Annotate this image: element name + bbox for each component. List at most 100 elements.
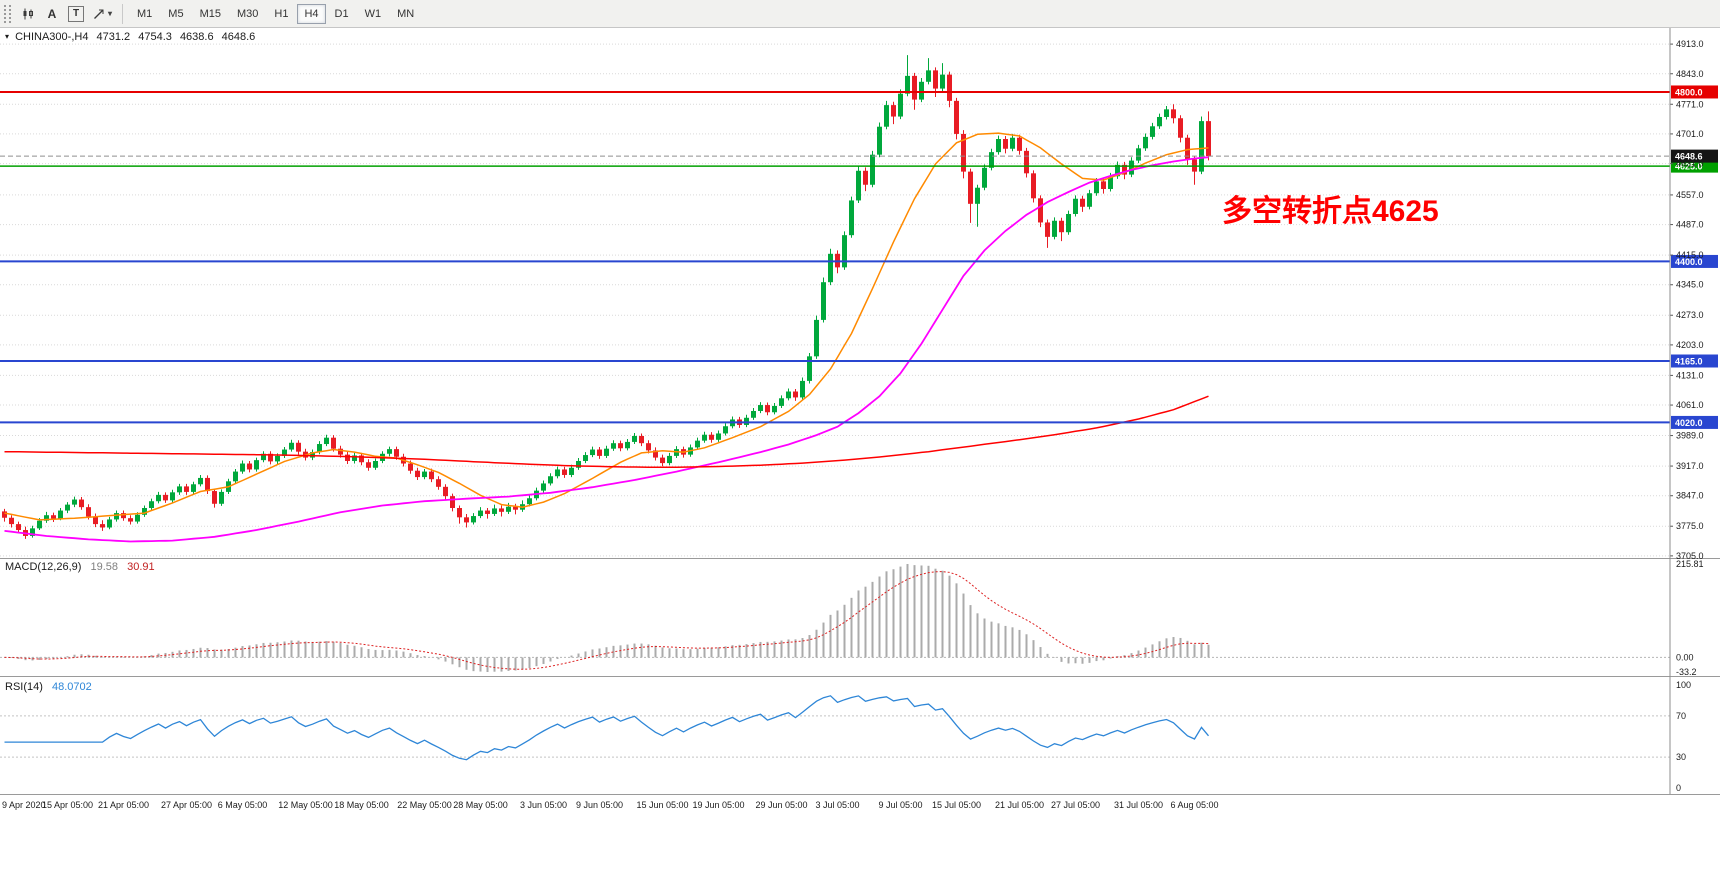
svg-text:4625.0: 4625.0	[1675, 162, 1703, 172]
svg-text:18 May 05:00: 18 May 05:00	[334, 800, 389, 810]
timeframe-button-m30[interactable]: M30	[230, 4, 265, 24]
shapes-tool-button[interactable]: ▾	[88, 3, 116, 25]
timeframe-button-m15[interactable]: M15	[193, 4, 228, 24]
text-label-tool-button[interactable]: A	[40, 3, 64, 25]
timeframe-button-h4[interactable]: H4	[297, 3, 326, 24]
svg-text:27 Jul 05:00: 27 Jul 05:00	[1051, 800, 1100, 810]
svg-text:4701.0: 4701.0	[1676, 129, 1704, 139]
svg-text:6 Aug 05:00: 6 Aug 05:00	[1170, 800, 1218, 810]
svg-text:4843.0: 4843.0	[1676, 69, 1704, 79]
price-tag	[1671, 415, 1718, 429]
svg-text:4415.0: 4415.0	[1676, 250, 1704, 260]
svg-text:3917.0: 3917.0	[1676, 461, 1704, 471]
svg-text:22 May 05:00: 22 May 05:00	[397, 800, 452, 810]
timeframe-button-m5[interactable]: M5	[161, 4, 190, 24]
macd-name: MACD(12,26,9)	[5, 561, 82, 573]
svg-text:4165.0: 4165.0	[1675, 356, 1703, 366]
svg-text:4020.0: 4020.0	[1675, 418, 1703, 428]
svg-text:4345.0: 4345.0	[1676, 280, 1704, 290]
svg-text:70: 70	[1676, 711, 1686, 721]
macd-main-value: 19.58	[90, 561, 119, 573]
svg-text:4273.0: 4273.0	[1676, 310, 1704, 320]
timeframe-button-m1[interactable]: M1	[130, 4, 159, 24]
timeframe-group: M1 M5 M15 M30 H1 H4 D1 W1 MN	[129, 3, 422, 24]
symbol-marker-icon[interactable]: ▾	[5, 32, 10, 41]
svg-text:4913.0: 4913.0	[1676, 39, 1704, 49]
svg-text:9 Apr 2020: 9 Apr 2020	[2, 800, 46, 810]
svg-text:15 Jun 05:00: 15 Jun 05:00	[636, 800, 688, 810]
text-box-icon: T	[68, 5, 84, 22]
svg-text:9 Jun 05:00: 9 Jun 05:00	[576, 800, 623, 810]
svg-text:3705.0: 3705.0	[1676, 551, 1704, 561]
svg-text:-33.2: -33.2	[1676, 667, 1697, 677]
svg-text:4557.0: 4557.0	[1676, 190, 1704, 200]
ohlc-close-value: 4648.6	[221, 31, 256, 43]
svg-text:19 Jun 05:00: 19 Jun 05:00	[692, 800, 744, 810]
svg-text:4631.0: 4631.0	[1676, 159, 1704, 169]
svg-text:9 Jul 05:00: 9 Jul 05:00	[878, 800, 922, 810]
moving-average-lines	[4, 132, 1209, 543]
svg-text:31 Jul 05:00: 31 Jul 05:00	[1114, 800, 1163, 810]
svg-text:15 Apr 05:00: 15 Apr 05:00	[42, 800, 93, 810]
ohlc-open-value: 4731.2	[96, 31, 131, 43]
svg-text:0: 0	[1676, 783, 1681, 793]
symbol-ohlc-readout: ▾ CHINA300-,H4 4731.2 4754.3 4638.6 4648…	[5, 31, 255, 43]
svg-text:21 Apr 05:00: 21 Apr 05:00	[98, 800, 149, 810]
svg-text:4771.0: 4771.0	[1676, 99, 1704, 109]
svg-text:21 Jul 05:00: 21 Jul 05:00	[995, 800, 1044, 810]
symbol-timeframe-label: CHINA300-,H4	[15, 31, 89, 43]
svg-text:4203.0: 4203.0	[1676, 340, 1704, 350]
svg-text:3989.0: 3989.0	[1676, 431, 1704, 441]
price-tag	[1671, 159, 1718, 173]
toolbar-grip-handle[interactable]	[4, 4, 11, 23]
svg-text:3 Jun 05:00: 3 Jun 05:00	[520, 800, 567, 810]
svg-text:4400.0: 4400.0	[1675, 257, 1703, 267]
svg-text:3847.0: 3847.0	[1676, 491, 1704, 501]
rsi-indicator-label: RSI(14) 48.0702	[5, 681, 92, 693]
svg-text:4061.0: 4061.0	[1676, 400, 1704, 410]
timeframe-button-d1[interactable]: D1	[328, 4, 356, 24]
macd-indicator-label: MACD(12,26,9) 19.58 30.91	[5, 561, 155, 573]
svg-text:29 Jun 05:00: 29 Jun 05:00	[755, 800, 807, 810]
macd-panel: 215.81 0.00 -33.2	[0, 559, 1704, 677]
svg-text:215.81: 215.81	[1676, 559, 1704, 569]
svg-text:3775.0: 3775.0	[1676, 521, 1704, 531]
rsi-name: RSI(14)	[5, 681, 43, 693]
svg-text:0.00: 0.00	[1676, 652, 1694, 662]
arrow-shape-icon	[94, 9, 104, 19]
textbox-tool-button[interactable]: T	[64, 3, 88, 25]
price-gridlines	[0, 43, 1670, 557]
svg-text:6 May 05:00: 6 May 05:00	[218, 800, 268, 810]
price-axis[interactable]: 4913.0 4843.0 4771.0 4701.0 4631.0 4557.0 4487…	[1669, 28, 1704, 794]
rsi-value: 48.0702	[51, 681, 92, 693]
chart-mode-button[interactable]	[16, 3, 40, 25]
price-tag	[1671, 85, 1718, 99]
dropdown-caret-icon: ▾	[108, 9, 113, 18]
svg-text:27 Apr 05:00: 27 Apr 05:00	[161, 800, 212, 810]
ohlc-low-value: 4638.6	[179, 31, 214, 43]
timeframe-button-w1[interactable]: W1	[358, 4, 389, 24]
rsi-panel: 100 70 30 0	[0, 680, 1691, 793]
svg-text:28 May 05:00: 28 May 05:00	[453, 800, 508, 810]
macd-signal-value: 30.91	[127, 561, 155, 573]
candlestick-chart-icon	[23, 8, 33, 19]
svg-text:4648.6: 4648.6	[1675, 152, 1703, 162]
svg-text:4800.0: 4800.0	[1675, 87, 1703, 97]
svg-text:4487.0: 4487.0	[1676, 220, 1704, 230]
price-tag	[1671, 254, 1718, 268]
svg-text:100: 100	[1676, 680, 1691, 690]
svg-text:30: 30	[1676, 752, 1686, 762]
price-tag	[1671, 149, 1718, 163]
panel-separators	[0, 558, 1720, 795]
toolbar-separator	[122, 3, 124, 24]
toolbar: A T ▾ M1 M5 M15 M30 H1 H4 D1 W1 MN	[0, 0, 1720, 28]
svg-text:15 Jul 05:00: 15 Jul 05:00	[932, 800, 981, 810]
timeframe-button-mn[interactable]: MN	[390, 4, 421, 24]
svg-text:4131.0: 4131.0	[1676, 370, 1704, 380]
svg-text:3 Jul 05:00: 3 Jul 05:00	[815, 800, 859, 810]
timeframe-button-h1[interactable]: H1	[267, 4, 295, 24]
price-tag	[1671, 354, 1718, 368]
